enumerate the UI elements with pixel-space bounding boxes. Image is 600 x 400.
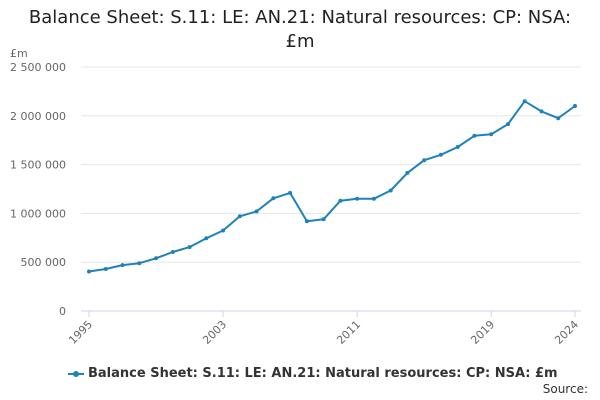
legend-item[interactable]: Balance Sheet: S.11: LE: AN.21: Natural … (68, 366, 558, 381)
x-tick-label: 1995 (66, 318, 95, 347)
data-point[interactable] (573, 104, 577, 108)
data-point[interactable] (237, 214, 242, 219)
y-tick-label: 1 500 000 (10, 159, 66, 172)
data-point[interactable] (422, 158, 427, 163)
y-tick-label: 2 000 000 (10, 110, 66, 123)
data-point[interactable] (170, 250, 175, 254)
chart-title-line-2: £m (285, 31, 315, 52)
y-unit-label: £m (10, 47, 28, 60)
data-point[interactable] (120, 263, 125, 268)
data-point[interactable] (455, 145, 460, 149)
x-tick-label: 2019 (468, 318, 497, 347)
legend-series-label: Balance Sheet: S.11: LE: AN.21: Natural … (88, 366, 558, 381)
data-point[interactable] (556, 116, 561, 121)
data-point[interactable] (254, 209, 259, 214)
x-tick-label: 2011 (334, 318, 363, 347)
data-point[interactable] (87, 269, 91, 274)
y-tick-label: 1 000 000 (10, 207, 66, 220)
data-point[interactable] (388, 188, 393, 193)
legend-series-marker (68, 369, 84, 379)
chart-title: Balance Sheet: S.11: LE: AN.21: Natural … (0, 6, 600, 54)
data-point[interactable] (204, 236, 209, 241)
data-point[interactable] (103, 267, 108, 271)
data-point[interactable] (522, 99, 527, 104)
data-point[interactable] (288, 190, 293, 195)
data-point[interactable] (506, 122, 510, 127)
data-point[interactable] (371, 196, 376, 201)
series-layer (87, 99, 577, 274)
data-point[interactable] (187, 245, 192, 250)
source-label: Source: (542, 382, 588, 396)
data-point[interactable] (539, 109, 544, 114)
y-tick-label: 0 (59, 305, 66, 318)
data-point[interactable] (321, 217, 326, 222)
grid-layer (81, 66, 581, 263)
data-point[interactable] (221, 228, 226, 233)
data-point[interactable] (338, 198, 343, 203)
data-point[interactable] (472, 133, 477, 138)
data-point[interactable] (137, 261, 142, 266)
series-line (88, 100, 576, 273)
data-point[interactable] (438, 152, 443, 157)
x-tick-label: 2003 (200, 318, 229, 347)
data-point[interactable] (355, 196, 360, 201)
data-point[interactable] (405, 170, 410, 175)
data-point[interactable] (304, 219, 309, 224)
data-point[interactable] (271, 196, 276, 201)
data-point[interactable] (489, 132, 494, 137)
x-tick-label: 2024 (552, 318, 581, 347)
y-tick-label: 500 000 (21, 256, 67, 269)
chart-title-line-1: Balance Sheet: S.11: LE: AN.21: Natural … (28, 7, 572, 28)
data-point[interactable] (154, 256, 158, 261)
y-tick-label: 2 500 000 (10, 61, 66, 74)
